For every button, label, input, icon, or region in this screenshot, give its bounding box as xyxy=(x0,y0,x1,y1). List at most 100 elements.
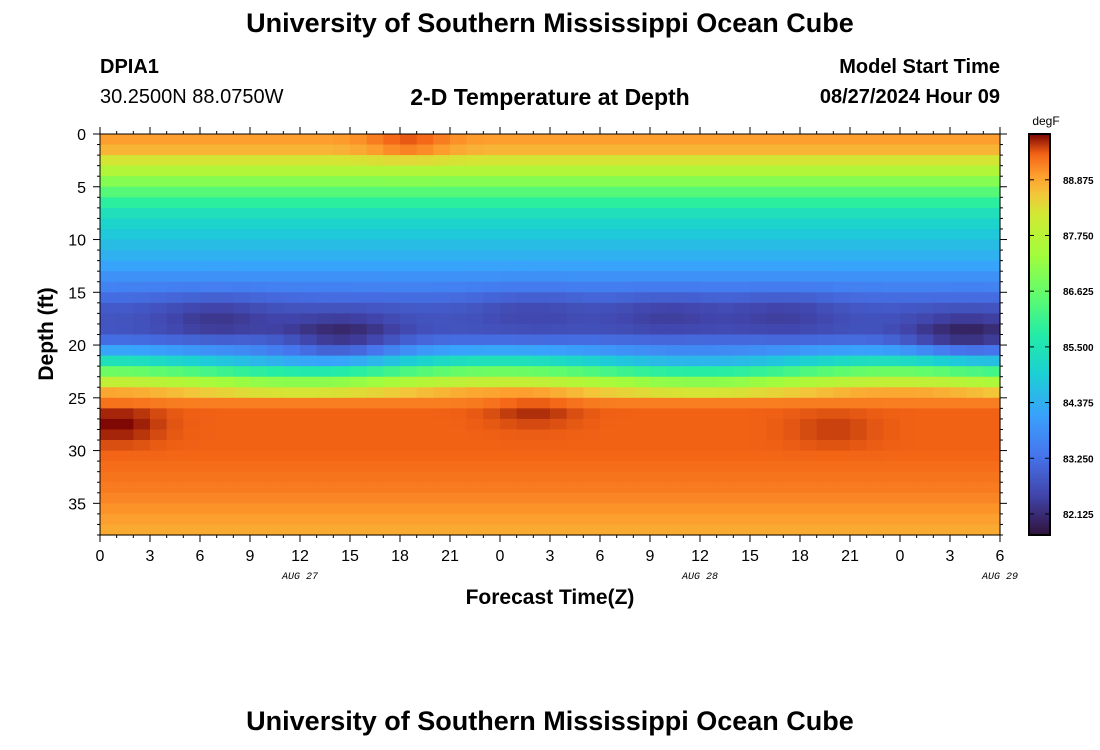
heatmap-cell xyxy=(500,482,518,494)
heatmap-cell xyxy=(650,513,668,526)
heatmap-cell xyxy=(250,429,268,441)
heatmap-cell xyxy=(566,302,584,314)
heatmap-cell xyxy=(100,513,118,526)
heatmap-cell xyxy=(683,207,701,220)
heatmap-cell xyxy=(816,250,834,262)
heatmap-cell xyxy=(166,513,184,526)
heatmap-cell xyxy=(250,313,268,325)
heatmap-cell xyxy=(350,155,368,167)
heatmap-cell xyxy=(416,271,434,283)
y-tick-label: 20 xyxy=(68,338,86,355)
heatmap-cell xyxy=(583,482,601,494)
heatmap-cell xyxy=(150,524,168,536)
heatmap-cell xyxy=(150,165,168,177)
heatmap-cell xyxy=(400,366,418,378)
heatmap-cell xyxy=(900,197,918,209)
heatmap-cell xyxy=(416,228,434,241)
heatmap-cell xyxy=(333,197,351,209)
heatmap-cell xyxy=(733,397,751,409)
heatmap-cell xyxy=(416,345,434,357)
heatmap-cell xyxy=(683,471,701,483)
heatmap-cell xyxy=(300,503,318,515)
heatmap-cell xyxy=(683,387,701,399)
heatmap-cell xyxy=(333,376,351,388)
heatmap-cell xyxy=(650,429,668,441)
heatmap-cell xyxy=(400,418,418,431)
heatmap-cell xyxy=(916,397,934,409)
heatmap-cell xyxy=(250,418,268,431)
heatmap-cell xyxy=(383,376,401,388)
heatmap-cell xyxy=(550,313,568,325)
heatmap-cell xyxy=(450,345,468,357)
heatmap-cell xyxy=(133,165,151,177)
heatmap-cell xyxy=(583,366,601,378)
heatmap-cell xyxy=(683,292,701,304)
heatmap-cell xyxy=(666,250,684,262)
heatmap-cell xyxy=(183,524,201,536)
heatmap-cell xyxy=(850,450,868,462)
heatmap-cell xyxy=(616,176,634,188)
heatmap-cell xyxy=(300,524,318,536)
heatmap-cell xyxy=(833,165,851,177)
heatmap-cell xyxy=(216,165,234,177)
heatmap-cell xyxy=(300,281,318,293)
heatmap-cell xyxy=(200,492,218,504)
heatmap-cell xyxy=(350,292,368,304)
heatmap-cell xyxy=(600,503,618,515)
heatmap-cell xyxy=(716,450,734,462)
heatmap-cell xyxy=(666,165,684,177)
heatmap-cell xyxy=(900,260,918,272)
heatmap-cell xyxy=(233,492,251,504)
heatmap-cell xyxy=(950,471,968,483)
heatmap-cell xyxy=(266,524,284,536)
heatmap-cell xyxy=(233,281,251,293)
heatmap-cell xyxy=(766,482,784,494)
heatmap-cell xyxy=(933,397,951,409)
heatmap-cell xyxy=(733,366,751,378)
heatmap-cell xyxy=(583,355,601,367)
heatmap-cell xyxy=(416,492,434,504)
heatmap-cell xyxy=(450,165,468,177)
heatmap-cell xyxy=(450,271,468,283)
heatmap-cell xyxy=(766,228,784,241)
heatmap-cell xyxy=(200,418,218,431)
heatmap-cell xyxy=(150,155,168,167)
heatmap-cell xyxy=(400,250,418,262)
heatmap-cell xyxy=(450,176,468,188)
heatmap-cell xyxy=(900,418,918,431)
heatmap-cell xyxy=(100,482,118,494)
heatmap-cell xyxy=(683,228,701,241)
heatmap-cell xyxy=(200,186,218,198)
heatmap-cell xyxy=(566,513,584,526)
date-label: AUG 28 xyxy=(681,572,718,583)
heatmap-cell xyxy=(366,207,384,220)
heatmap-cell xyxy=(933,271,951,283)
heatmap-cell xyxy=(983,376,1001,388)
heatmap-cell xyxy=(916,228,934,241)
heatmap-cell xyxy=(516,492,534,504)
heatmap-cell xyxy=(733,281,751,293)
heatmap-cell xyxy=(666,313,684,325)
heatmap-cell xyxy=(516,239,534,251)
heatmap-cell xyxy=(466,144,484,156)
heatmap-cell xyxy=(716,334,734,346)
heatmap-cell xyxy=(450,429,468,441)
heatmap-cell xyxy=(700,176,718,188)
heatmap-cell xyxy=(700,482,718,494)
heatmap-cell xyxy=(650,186,668,198)
heatmap-cell xyxy=(633,313,651,325)
heatmap-cell xyxy=(733,155,751,167)
heatmap-cell xyxy=(483,376,501,388)
heatmap-cell xyxy=(916,482,934,494)
heatmap-cell xyxy=(666,260,684,272)
heatmap-cell xyxy=(383,250,401,262)
heatmap-cell xyxy=(483,461,501,473)
heatmap-cell xyxy=(366,355,384,367)
heatmap-cell xyxy=(133,228,151,241)
heatmap-cell xyxy=(483,292,501,304)
heatmap-cell xyxy=(766,440,784,452)
heatmap-cell xyxy=(433,292,451,304)
heatmap-cell xyxy=(400,376,418,388)
heatmap-cell xyxy=(766,429,784,441)
